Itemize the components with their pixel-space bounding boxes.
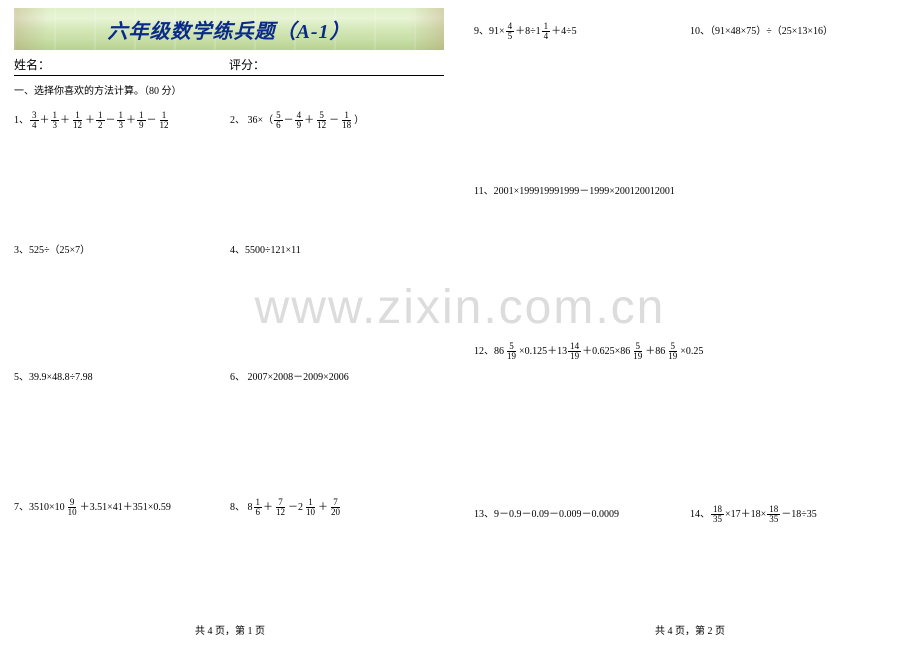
problem-row-3: 5、39.9×48.8÷7.98 6、 2007×2008－2009×2006 xyxy=(14,371,446,384)
problem-row-4: 7、3510×10 910 ＋3.51×41＋351×0.59 8、 8 16 … xyxy=(14,498,446,517)
p9-mid2: ＋4÷5 xyxy=(551,25,577,38)
p12-m2: ＋0.625×86 xyxy=(582,345,630,358)
fraction: 45 xyxy=(506,22,515,41)
problem-4: 4、5500÷121×11 xyxy=(230,244,446,257)
fraction: 14 xyxy=(542,22,551,41)
work-space xyxy=(474,198,906,328)
banner-title: 六年级数学练兵题（A-1） xyxy=(108,15,351,44)
p2-suffix: ） xyxy=(354,114,364,127)
problem-row-1: 1、 34 ＋ 13 ＋ 112 ＋ 12 － 13 ＋ 19 － 112 2、… xyxy=(14,111,446,130)
name-label: 姓名： xyxy=(14,54,229,76)
op: ＋ xyxy=(60,114,70,127)
fraction: 910 xyxy=(66,498,79,517)
problem-13: 13、9－0.9－0.09－0.009－0.0009 xyxy=(474,505,690,524)
op: ＋ xyxy=(304,114,314,127)
p12-m1: ×0.125＋13 xyxy=(519,345,567,358)
problem-2: 2、 36×（ 56 － 49 ＋ 512 － 118 ） xyxy=(230,111,446,130)
fraction: 512 xyxy=(315,111,328,130)
fraction: 519 xyxy=(666,342,679,361)
work-space xyxy=(474,41,906,171)
fraction: 12 xyxy=(96,111,105,130)
op: ＋ xyxy=(318,501,328,514)
op: ＋ xyxy=(126,114,136,127)
p9-prefix: 9、91× xyxy=(474,25,505,38)
fraction: 34 xyxy=(30,111,39,130)
p1-prefix: 1、 xyxy=(14,114,29,127)
page-2: 9、91× 45 ＋8÷1 14 ＋4÷5 10、（91×48×75）÷（25×… xyxy=(460,0,920,651)
problem-12: 12、86 519 ×0.125＋13 1419 ＋0.625×86 519 ＋… xyxy=(474,342,906,361)
problem-11: 11、2001×199919991999－1999×200120012001 xyxy=(474,185,906,198)
fraction: 1419 xyxy=(568,342,581,361)
work-space xyxy=(474,361,906,491)
p14-m1: ×17＋18× xyxy=(725,508,766,521)
op: ＋ xyxy=(85,114,95,127)
score-label: 评分： xyxy=(229,54,444,76)
fraction: 49 xyxy=(295,111,304,130)
fraction: 1835 xyxy=(711,505,724,524)
fraction: 13 xyxy=(117,111,126,130)
problem-row-5: 9、91× 45 ＋8÷1 14 ＋4÷5 10、（91×48×75）÷（25×… xyxy=(474,22,906,41)
fraction: 112 xyxy=(71,111,84,130)
problem-row-8: 13、9－0.9－0.09－0.009－0.0009 14、 1835 ×17＋… xyxy=(474,505,906,524)
op: ＋ xyxy=(40,114,50,127)
fraction: 19 xyxy=(137,111,146,130)
fraction: 519 xyxy=(505,342,518,361)
p2-prefix: 2、 36×（ xyxy=(230,114,273,127)
p12-m4: ×0.25 xyxy=(680,345,703,358)
problem-6: 6、 2007×2008－2009×2006 xyxy=(230,371,446,384)
work-space xyxy=(14,130,446,230)
p14-prefix: 14、 xyxy=(690,508,710,521)
p9-mid1: ＋8÷1 xyxy=(515,25,541,38)
p8-prefix: 8、 8 xyxy=(230,501,253,514)
fraction: 56 xyxy=(274,111,283,130)
op: － xyxy=(106,114,116,127)
section-title: 一、选择你喜欢的方法计算。（80 分） xyxy=(14,82,446,97)
fraction: 118 xyxy=(340,111,353,130)
p14-m2: －18÷35 xyxy=(781,508,817,521)
fraction: 712 xyxy=(274,498,287,517)
title-banner: 六年级数学练兵题（A-1） xyxy=(14,8,444,50)
name-score-row: 姓名： 评分： xyxy=(14,54,444,76)
p12-m3: ＋86 xyxy=(645,345,665,358)
p7-mid: ＋3.51×41＋351×0.59 xyxy=(80,501,171,514)
problem-row-2: 3、525÷（25×7） 4、5500÷121×11 xyxy=(14,244,446,257)
page-footer-1: 共 4 页，第 1 页 xyxy=(0,622,460,637)
p12-prefix: 12、86 xyxy=(474,345,504,358)
problem-8: 8、 8 16 ＋ 712 －2 110 ＋ 720 xyxy=(230,498,446,517)
page-footer-2: 共 4 页，第 2 页 xyxy=(460,622,920,637)
fraction: 110 xyxy=(304,498,317,517)
work-space xyxy=(14,384,446,484)
op: － xyxy=(329,114,339,127)
op: － xyxy=(284,114,294,127)
problem-row-7: 12、86 519 ×0.125＋13 1419 ＋0.625×86 519 ＋… xyxy=(474,342,906,361)
problem-row-6: 11、2001×199919991999－1999×200120012001 xyxy=(474,185,906,198)
fraction: 16 xyxy=(254,498,263,517)
op: ＋ xyxy=(263,501,273,514)
problem-1: 1、 34 ＋ 13 ＋ 112 ＋ 12 － 13 ＋ 19 － 112 xyxy=(14,111,230,130)
problem-10: 10、（91×48×75）÷（25×13×16） xyxy=(690,22,906,41)
op: －2 xyxy=(288,501,303,514)
fraction: 112 xyxy=(158,111,171,130)
problem-9: 9、91× 45 ＋8÷1 14 ＋4÷5 xyxy=(474,22,690,41)
work-space xyxy=(14,257,446,357)
p7-prefix: 7、3510×10 xyxy=(14,501,65,514)
fraction: 1835 xyxy=(767,505,780,524)
problem-7: 7、3510×10 910 ＋3.51×41＋351×0.59 xyxy=(14,498,230,517)
op: － xyxy=(147,114,157,127)
problem-3: 3、525÷（25×7） xyxy=(14,244,230,257)
page-1: 六年级数学练兵题（A-1） 姓名： 评分： 一、选择你喜欢的方法计算。（80 分… xyxy=(0,0,460,651)
problem-5: 5、39.9×48.8÷7.98 xyxy=(14,371,230,384)
fraction: 519 xyxy=(631,342,644,361)
fraction: 720 xyxy=(329,498,342,517)
problem-14: 14、 1835 ×17＋18× 1835 －18÷35 xyxy=(690,505,906,524)
fraction: 13 xyxy=(51,111,60,130)
